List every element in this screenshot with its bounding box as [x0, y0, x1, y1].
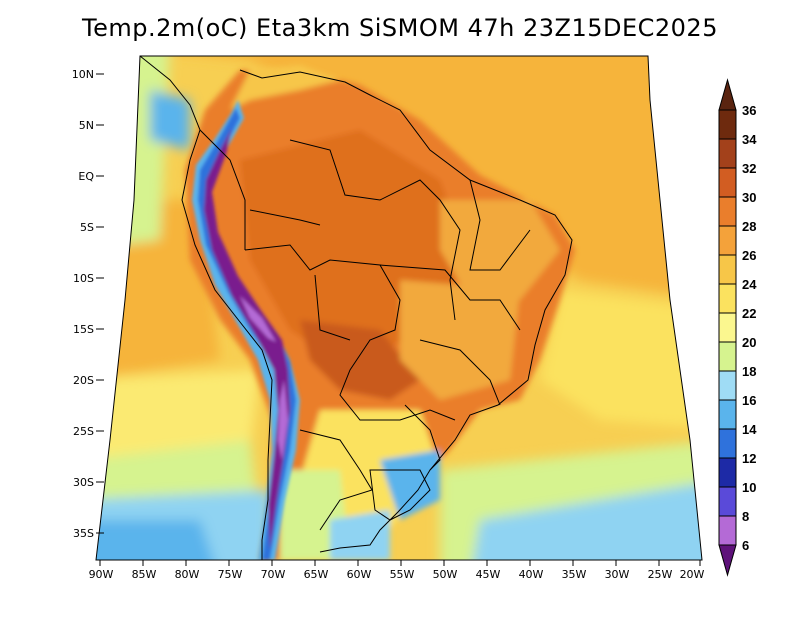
- colorbar-segment: [718, 196, 737, 227]
- lat-label: 25S: [73, 425, 94, 438]
- lat-label: 5S: [80, 221, 94, 234]
- lon-label: 55W: [390, 568, 415, 581]
- lon-label: 65W: [304, 568, 329, 581]
- colorbar-label: 14: [742, 422, 757, 437]
- lon-label: 75W: [218, 568, 243, 581]
- colorbar-segment: [718, 341, 737, 372]
- colorbar-label: 12: [742, 451, 756, 466]
- map-frame: [95, 55, 703, 561]
- colorbar-label: 22: [742, 306, 756, 321]
- lat-label: 20S: [73, 374, 94, 387]
- latitude-ticks: [96, 73, 104, 534]
- colorbar-segment: [718, 399, 737, 430]
- lat-label: 35S: [73, 527, 94, 540]
- colorbar-segment: [718, 312, 737, 343]
- colorbar-segment: [718, 428, 737, 459]
- colorbar-segment: [718, 167, 737, 198]
- lat-label: 5N: [79, 119, 94, 132]
- map-title: Temp.2m(oC) Eta3km SiSMOM 47h 23Z15DEC20…: [82, 14, 718, 42]
- lon-label: 45W: [476, 568, 501, 581]
- lon-label: 40W: [519, 568, 544, 581]
- colorbar-label: 34: [742, 132, 757, 147]
- colorbar-segment: [718, 109, 737, 140]
- lon-label: 50W: [433, 568, 458, 581]
- colorbar-label: 10: [742, 480, 756, 495]
- colorbar-segment: [718, 138, 737, 169]
- colorbar-label: 24: [742, 277, 757, 292]
- colorbar-segment: [718, 486, 737, 517]
- lon-label: 80W: [175, 568, 200, 581]
- colorbar-label: 28: [742, 219, 756, 234]
- lon-label: 70W: [261, 568, 286, 581]
- lon-label: 85W: [132, 568, 157, 581]
- colorbar: 36 34 32 30 28 26 24 22 20 18 16 14 12 10 8 6: [718, 78, 757, 577]
- colorbar-label: 8: [742, 509, 749, 524]
- colorbar-segment: [718, 457, 737, 488]
- lat-label: EQ: [78, 170, 94, 183]
- lat-label: 10S: [73, 272, 94, 285]
- lat-label: 10N: [72, 68, 94, 81]
- colorbar-label: 32: [742, 161, 756, 176]
- temperature-field: [96, 56, 702, 560]
- lon-label: 90W: [89, 568, 114, 581]
- lon-label: 35W: [562, 568, 587, 581]
- longitude-ticks: [99, 560, 701, 566]
- political-borders: [139, 55, 573, 560]
- colorbar-segment: [718, 254, 737, 285]
- lat-label: 15S: [73, 323, 94, 336]
- colorbar-label: 30: [742, 190, 756, 205]
- colorbar-label: 18: [742, 364, 756, 379]
- colorbar-label: 20: [742, 335, 756, 350]
- lon-label: 20W: [680, 568, 705, 581]
- lon-label: 30W: [605, 568, 630, 581]
- colorbar-segment: [718, 515, 737, 546]
- lat-label: 30S: [73, 476, 94, 489]
- colorbar-label: 26: [742, 248, 756, 263]
- colorbar-segment: [718, 370, 737, 401]
- colorbar-label: 6: [742, 538, 749, 553]
- colorbar-label: 36: [742, 103, 756, 118]
- lon-label: 25W: [648, 568, 673, 581]
- colorbar-bottom-arrow: [718, 544, 737, 577]
- colorbar-segment: [718, 283, 737, 314]
- colorbar-segment: [718, 225, 737, 256]
- colorbar-label: 16: [742, 393, 756, 408]
- lon-label: 60W: [347, 568, 372, 581]
- colorbar-top-arrow: [718, 78, 737, 111]
